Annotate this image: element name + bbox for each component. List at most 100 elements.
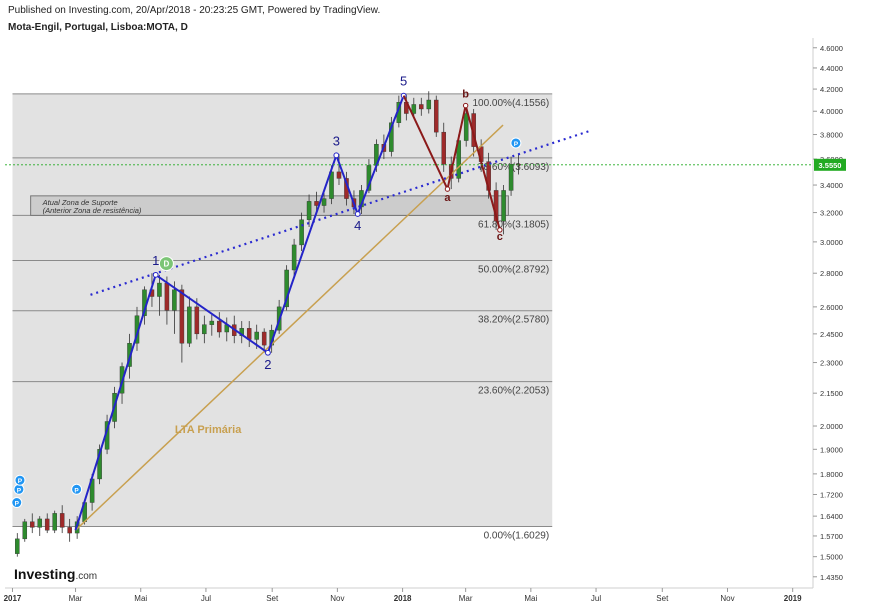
y-tick-label: 1.9000 [820, 445, 843, 454]
fib-level-label: 23.60%(2.2053) [478, 386, 549, 397]
y-tick-label: 3.0000 [820, 238, 843, 247]
candle-body [172, 289, 177, 311]
candle-body [463, 113, 469, 141]
marker-letter: D [163, 260, 169, 269]
candle-body [37, 518, 42, 528]
marker-letter: P [18, 478, 23, 485]
wave-label: 3 [333, 133, 340, 148]
x-tick-label: Mai [134, 594, 147, 603]
abc-point [462, 102, 469, 109]
brand-suffix: .com [75, 571, 98, 582]
candle-body [314, 201, 319, 206]
candle-body [321, 198, 327, 206]
y-tick-label: 1.6400 [820, 512, 843, 521]
fib-level-label: 61.80%(3.1805) [478, 219, 549, 230]
wave-label: 2 [264, 357, 271, 372]
y-tick-label: 1.7200 [820, 491, 843, 500]
lta-line [75, 124, 504, 531]
x-tick-label: 2017 [4, 594, 22, 603]
candle-body [291, 244, 297, 271]
marker-letter: P [74, 487, 79, 494]
y-tick-label: 4.0000 [820, 107, 843, 116]
published-caption: Published on Investing.com, 20/Apr/2018 … [8, 5, 381, 16]
candle-body [299, 219, 304, 246]
candle-body [67, 527, 72, 534]
x-tick-label: Mai [524, 594, 537, 603]
wave-label: 1 [152, 253, 159, 268]
abc-label: b [462, 89, 469, 101]
candle-body [426, 99, 432, 110]
x-tick-label: Set [266, 594, 279, 603]
event-marker: P [11, 497, 23, 509]
candle-body [508, 163, 514, 191]
y-tick-label: 2.8000 [820, 269, 843, 278]
x-tick-label: Mar [459, 594, 473, 603]
symbol-caption: Mota-Engil, Portugal, Lisboa:MOTA, D [8, 22, 188, 33]
candle-body [97, 449, 102, 480]
abc-label: c [497, 231, 503, 243]
candle-body [22, 521, 28, 540]
marker-letter: P [15, 501, 20, 508]
candle-body [501, 190, 506, 222]
candle-body [59, 513, 65, 528]
fib-level-label: 50.00%(2.8792) [478, 265, 549, 276]
last-price-badge [814, 158, 846, 171]
candle-body [157, 282, 162, 297]
event-marker: P [13, 483, 25, 495]
candle-body [261, 331, 267, 346]
marker-letter: P [514, 141, 519, 148]
candle-body [336, 171, 342, 179]
candle-body [209, 320, 215, 325]
y-tick-label: 3.2000 [820, 209, 843, 218]
wave-point [152, 271, 159, 278]
candle-body [187, 306, 192, 344]
x-tick-label: Set [656, 594, 669, 603]
candle-body [164, 282, 170, 311]
y-tick-label: 1.5700 [820, 532, 843, 541]
event-marker: P [510, 137, 522, 149]
support-zone-label: Atual Zona de Suporte (Anterior Zona de r… [42, 198, 142, 215]
abc-wave-path [402, 95, 501, 231]
y-tick-label: 1.8000 [820, 470, 843, 479]
y-tick-label: 2.4500 [820, 330, 843, 339]
candle-body [52, 513, 57, 531]
y-tick-label: 4.6000 [820, 44, 843, 53]
fib-level-label: 38.20%(2.5780) [478, 315, 549, 326]
x-tick-label: Nov [330, 594, 344, 603]
y-tick-label: 4.4000 [820, 64, 843, 73]
wave-label: 4 [354, 218, 361, 233]
y-tick-label: 3.4000 [820, 181, 843, 190]
candle-body [306, 201, 312, 220]
fib-level-label: 78.60%(3.6093) [478, 162, 549, 173]
wave-point [354, 211, 361, 217]
y-tick-label: 2.3000 [820, 359, 843, 368]
abc-point [444, 186, 451, 192]
y-tick-label: 3.8000 [820, 131, 843, 140]
last-price-label: 3.5550 [819, 161, 842, 170]
wave-point [333, 152, 340, 159]
x-tick-label: Mar [69, 594, 83, 603]
y-tick-label: 2.1500 [820, 389, 843, 398]
elliott-wave-path [74, 95, 405, 531]
abc-label: a [444, 192, 451, 204]
x-tick-label: 2018 [394, 594, 412, 603]
wave-point [265, 349, 271, 356]
y-tick-label: 4.2000 [820, 85, 843, 94]
investing-logo[interactable]: Investing.com [14, 566, 97, 582]
candle-body [15, 538, 20, 554]
candle-body [194, 306, 200, 335]
wave-label: 5 [400, 74, 407, 89]
abc-point [497, 227, 503, 233]
candle-body [389, 122, 394, 152]
candle-body [411, 104, 417, 114]
candle-body [44, 518, 50, 531]
candle-body [254, 331, 259, 340]
brand-name: Investing [14, 566, 76, 582]
y-tick-label: 2.0000 [820, 422, 843, 431]
marker-letter: P [17, 487, 22, 494]
candle-body [29, 521, 35, 528]
candle-body [179, 289, 185, 344]
x-tick-label: Jul [201, 594, 211, 603]
event-marker: P [14, 474, 26, 486]
